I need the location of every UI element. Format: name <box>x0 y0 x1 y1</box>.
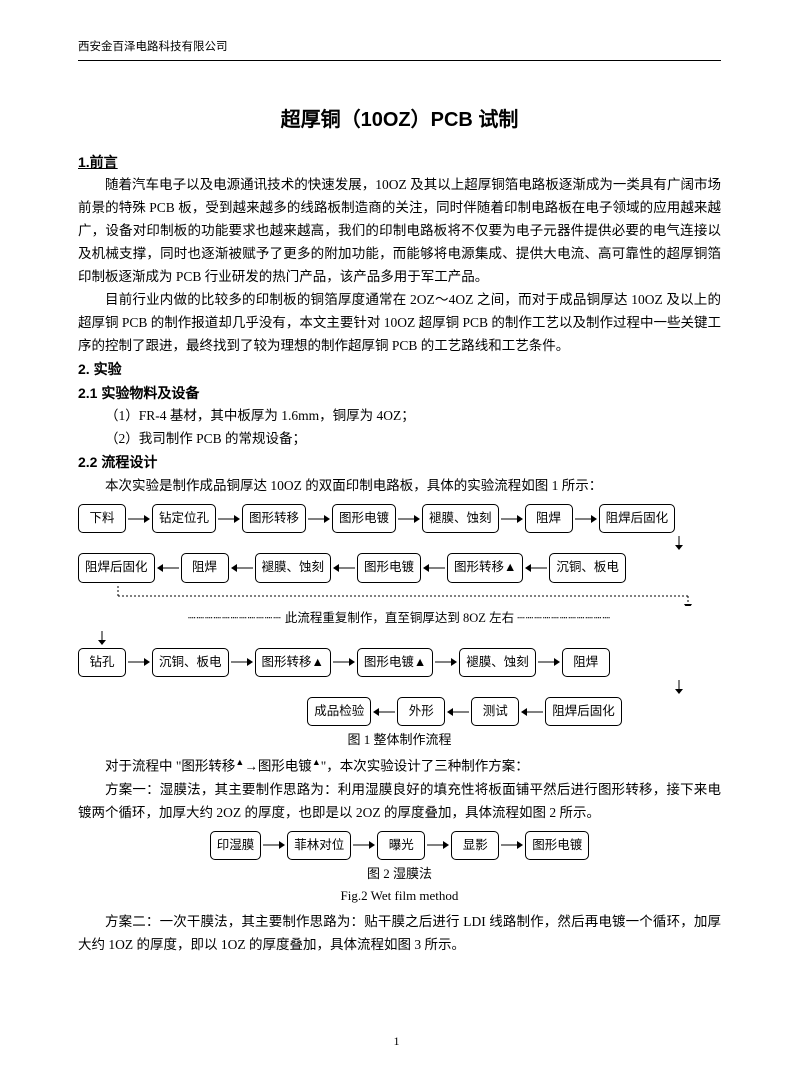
flow1-down-connector-3 <box>78 680 721 694</box>
f1r3-box-4: 褪膜、蚀刻 <box>459 648 536 677</box>
intro-para-1: 随着汽车电子以及电源通讯技术的快速发展，10OZ 及其以上超厚铜箔电路板逐渐成为… <box>78 174 721 289</box>
arrow-right-icon <box>216 514 242 524</box>
sup-triangle-1: ▲ <box>235 757 244 767</box>
page-header: 西安金百泽电路科技有限公司 <box>78 38 721 61</box>
arrow-right-icon <box>433 657 459 667</box>
f1r4-box-1: 外形 <box>397 697 445 726</box>
f1r1-box-4: 褪膜、蚀刻 <box>422 504 499 533</box>
f2r1-box-0: 印湿膜 <box>210 831 262 860</box>
f1r2-box-1: 阻焊 <box>181 553 229 582</box>
f1r2-box-3: 图形电镀 <box>357 553 421 582</box>
arrow-left-icon <box>421 563 447 573</box>
arrow-left-icon <box>371 707 397 717</box>
company-name: 西安金百泽电路科技有限公司 <box>78 41 228 53</box>
f1r3-box-3: 图形电镀▲ <box>357 648 433 677</box>
f1r1-box-2: 图形转移 <box>242 504 306 533</box>
arrow-right-icon <box>306 514 332 524</box>
flow1-row4: 成品检验外形测试阻焊后固化 <box>78 697 721 726</box>
doc-title: 超厚铜（10OZ）PCB 试制 <box>78 103 721 137</box>
section-2-1-head: 2.1 实验物料及设备 <box>78 382 721 406</box>
f1r4-box-2: 测试 <box>471 697 519 726</box>
arrow-left-icon <box>229 563 255 573</box>
flow1-row2: 阻焊后固化阻焊褪膜、蚀刻图形电镀图形转移▲ 沉铜、板电 <box>78 553 721 582</box>
arrow-left-icon <box>519 707 545 717</box>
page-number: 1 <box>0 1031 793 1051</box>
flow1-note-text: 此流程重复制作，直至铜厚达到 8OZ 左右 <box>285 611 514 625</box>
f2r1-box-3: 显影 <box>451 831 499 860</box>
arrow-right-icon <box>396 514 422 524</box>
f1r3-box-1: 沉铜、板电 <box>152 648 229 677</box>
f1r1-box-5: 阻焊 <box>525 504 573 533</box>
f1r4-box-0: 成品检验 <box>307 697 371 726</box>
f1r2-box-2: 褪膜、蚀刻 <box>255 553 332 582</box>
f2r1-box-2: 曝光 <box>377 831 425 860</box>
material-1: （1）FR-4 基材，其中板厚为 1.6mm，铜厚为 4OZ； <box>78 405 721 428</box>
arrow-left-icon <box>155 563 181 573</box>
scheme-2-para: 方案二：一次干膜法，其主要制作思路为：贴干膜之后进行 LDI 线路制作，然后再电… <box>78 911 721 957</box>
f1r1-box-3: 图形电镀 <box>332 504 396 533</box>
flow1-down-connector-2 <box>78 631 721 645</box>
scheme-1-para: 方案一：湿膜法，其主要制作思路为：利用湿膜良好的填充性将板面铺平然后进行图形转移… <box>78 779 721 825</box>
flow2-row: 印湿膜菲林对位曝光显影图形电镀 <box>78 831 721 860</box>
flow-intro: 本次实验是制作成品铜厚达 10OZ 的双面印制电路板，具体的实验流程如图 1 所… <box>78 475 721 498</box>
flow2-caption-en: Fig.2 Wet film method <box>78 885 721 907</box>
sup-triangle-2: ▲ <box>312 757 321 767</box>
arrow-right-icon <box>126 514 152 524</box>
f1r3-box-0: 钻孔 <box>78 648 126 677</box>
flow1-dotted-return <box>78 586 721 606</box>
f1r2-box-4: 图形转移▲ <box>447 553 523 582</box>
flow2-caption-cn: 图 2 湿膜法 <box>78 863 721 885</box>
section-1-head: 1.前言 <box>78 151 721 175</box>
arrow-right-icon <box>331 657 357 667</box>
f2r1-box-1: 菲林对位 <box>287 831 351 860</box>
arrow-left-icon <box>523 563 549 573</box>
section-2-2-head: 2.2 流程设计 <box>78 451 721 475</box>
f1r2-box-0: 阻焊后固化 <box>78 553 155 582</box>
f1r1-box-0: 下料 <box>78 504 126 533</box>
section-2-head: 2. 实验 <box>78 358 721 382</box>
intro-para-2: 目前行业内做的比较多的印制板的铜箔厚度通常在 2OZ～4OZ 之间，而对于成品铜… <box>78 289 721 358</box>
f1r4-box-3: 阻焊后固化 <box>545 697 622 726</box>
f1r1-box-1: 钻定位孔 <box>152 504 216 533</box>
arrow-right-icon <box>499 514 525 524</box>
flow1-down-connector-1 <box>78 536 721 550</box>
f2r1-box-4: 图形电镀 <box>525 831 589 860</box>
arrow-right-icon <box>499 840 525 850</box>
flow1-row1: 下料钻定位孔图形转移图形电镀褪膜、蚀刻阻焊阻焊后固化 <box>78 504 721 533</box>
arrow-left-icon <box>331 563 357 573</box>
f1r3-box-2: 图形转移▲ <box>255 648 331 677</box>
flowchart-1: 下料钻定位孔图形转移图形电镀褪膜、蚀刻阻焊阻焊后固化 阻焊后固化阻焊褪膜、蚀刻图… <box>78 504 721 751</box>
arrow-right-icon <box>229 657 255 667</box>
arrow-left-icon <box>445 707 471 717</box>
f1r1-box-6: 阻焊后固化 <box>599 504 676 533</box>
arrow-right-icon <box>351 840 377 850</box>
f1r3-box-5: 阻焊 <box>562 648 610 677</box>
flowchart-2: 印湿膜菲林对位曝光显影图形电镀 图 2 湿膜法 Fig.2 Wet film m… <box>78 831 721 907</box>
flow1-repeat-note: ┈┈┈┈┈┈┈┈┈┈┈ 此流程重复制作，直至铜厚达到 8OZ 左右 ┈┈┈┈┈┈… <box>78 608 721 629</box>
flow1-caption: 图 1 整体制作流程 <box>78 729 721 751</box>
arrow-right-icon <box>261 840 287 850</box>
arrow-right-icon <box>573 514 599 524</box>
arrow-right-icon <box>126 657 152 667</box>
material-2: （2）我司制作 PCB 的常规设备； <box>78 428 721 451</box>
arrow-right-icon <box>536 657 562 667</box>
f1r2-box-5: 沉铜、板电 <box>549 553 626 582</box>
arrow-right-icon <box>425 840 451 850</box>
schemes-intro: 对于流程中 "图形转移▲→图形电镀▲"，本次实验设计了三种制作方案： <box>78 755 721 778</box>
flow1-row3: 钻孔沉铜、板电图形转移▲ 图形电镀▲ 褪膜、蚀刻阻焊 <box>78 648 721 677</box>
